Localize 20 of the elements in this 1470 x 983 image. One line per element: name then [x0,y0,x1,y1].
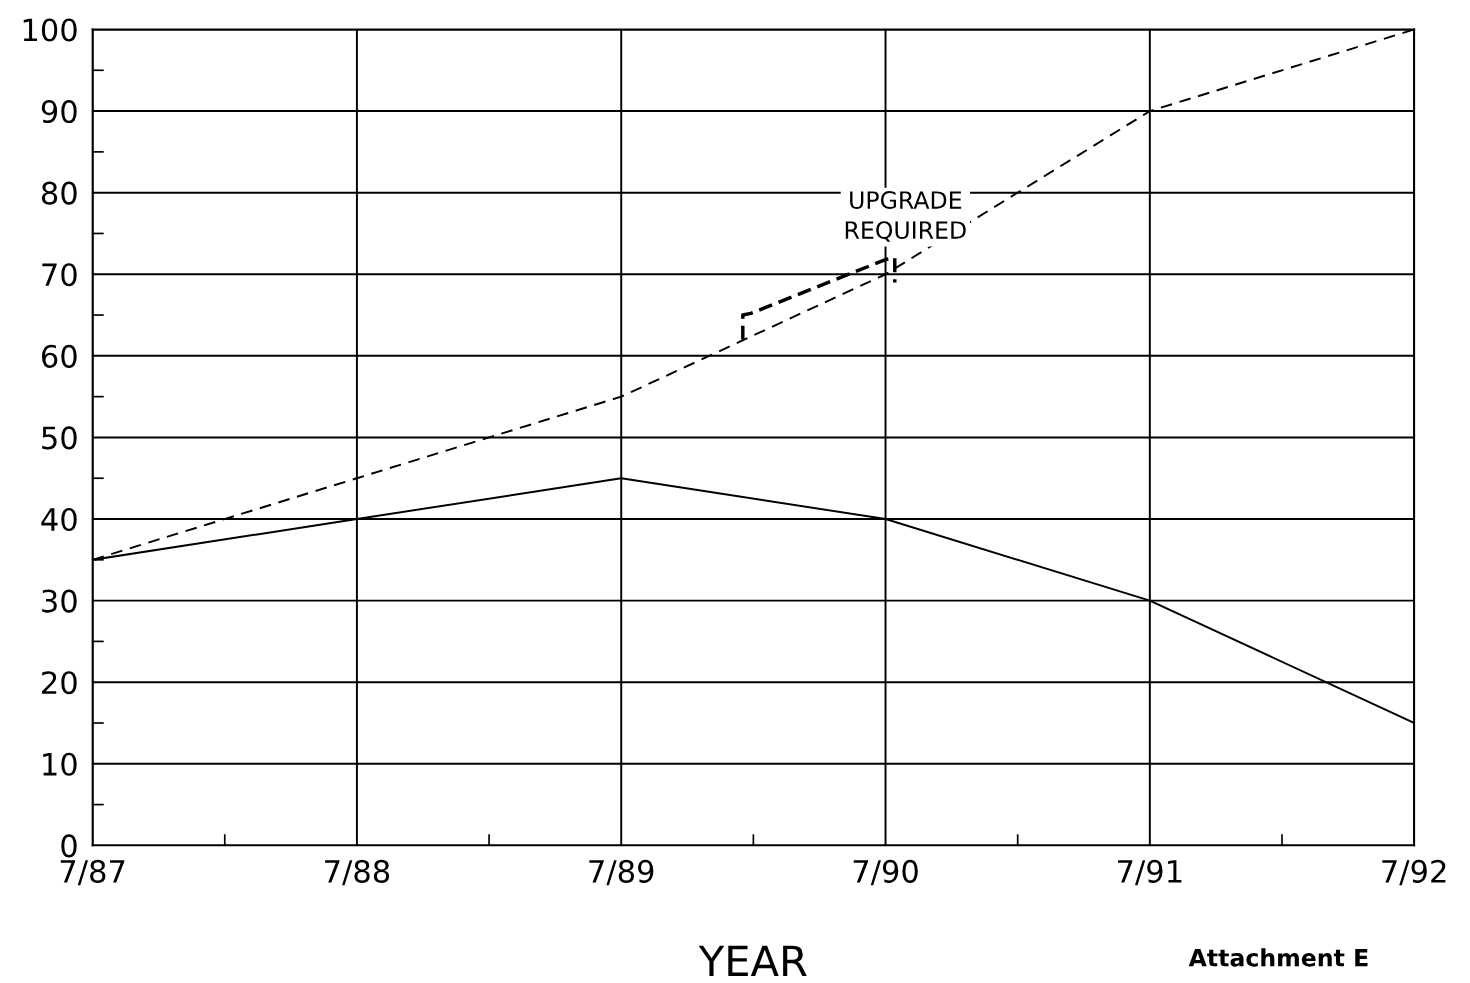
x-axis-title: YEAR [698,945,807,977]
y-tick-label: 20 [42,671,77,695]
y-tick-label: 10 [43,752,77,776]
y-tick-label: 100 [23,18,77,42]
y-tick-label: 80 [41,181,77,205]
text: Attachment E [1188,948,1368,967]
annotation: UPGRADE REQUIRED [845,191,966,242]
y-tick-label: 50 [42,426,77,450]
x-tick-label: 7/88 [325,859,390,886]
x-tick-label: 7/87 [60,859,125,886]
y-tick-label: 70 [42,263,77,287]
x-tick-label: 7/89 [589,859,654,886]
y-tick-label: 0 [61,834,77,858]
x-tick-label: 7/92 [1382,859,1446,886]
y-tick-label: 60 [41,344,77,368]
x-tick-label: 7/91 [1118,859,1182,886]
y-tick-label: 90 [41,100,77,124]
x-tick-label: 7/90 [853,859,918,886]
y-tick-label: 40 [41,507,77,532]
y-tick-label: 30 [42,589,77,613]
